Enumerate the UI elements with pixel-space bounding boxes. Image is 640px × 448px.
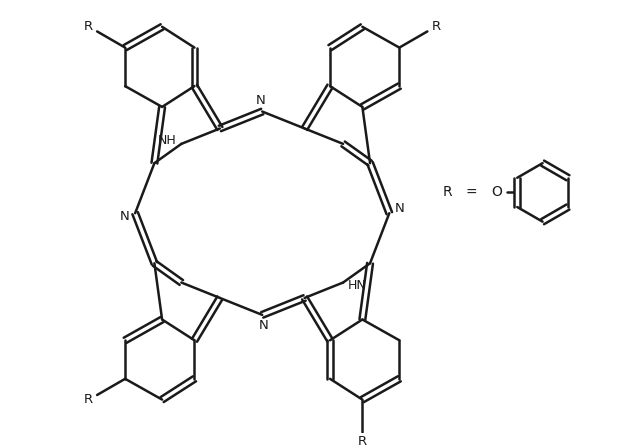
Text: N: N (259, 319, 269, 332)
Text: N: N (256, 94, 266, 107)
Text: R: R (442, 185, 452, 199)
Text: NH: NH (158, 134, 177, 147)
Text: HN: HN (348, 279, 366, 292)
Text: R: R (358, 435, 367, 448)
Text: R: R (84, 20, 93, 33)
Text: O: O (491, 185, 502, 199)
Text: N: N (120, 210, 129, 223)
Text: N: N (396, 202, 405, 215)
Text: R: R (84, 393, 93, 406)
Text: =: = (466, 185, 477, 199)
Text: R: R (431, 20, 440, 33)
